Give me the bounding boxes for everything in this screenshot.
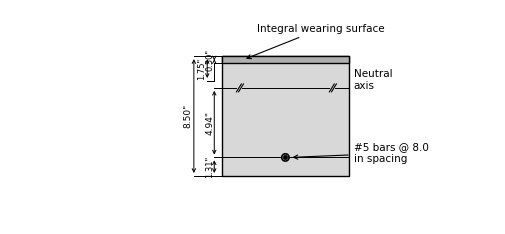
Bar: [222, 56, 348, 63]
Text: #5 bars @ 8.0
in spacing: #5 bars @ 8.0 in spacing: [293, 143, 428, 164]
Text: Integral wearing surface: Integral wearing surface: [246, 24, 384, 59]
Circle shape: [283, 155, 287, 160]
Text: 4.94": 4.94": [205, 111, 214, 135]
Text: Neutral
axis: Neutral axis: [353, 69, 391, 91]
Bar: [222, 56, 348, 176]
Text: 8.50": 8.50": [183, 104, 192, 128]
Circle shape: [281, 154, 288, 161]
Text: 1.75": 1.75": [197, 57, 206, 80]
Text: 1.31": 1.31": [205, 156, 214, 178]
Text: 0.50": 0.50": [205, 49, 214, 71]
